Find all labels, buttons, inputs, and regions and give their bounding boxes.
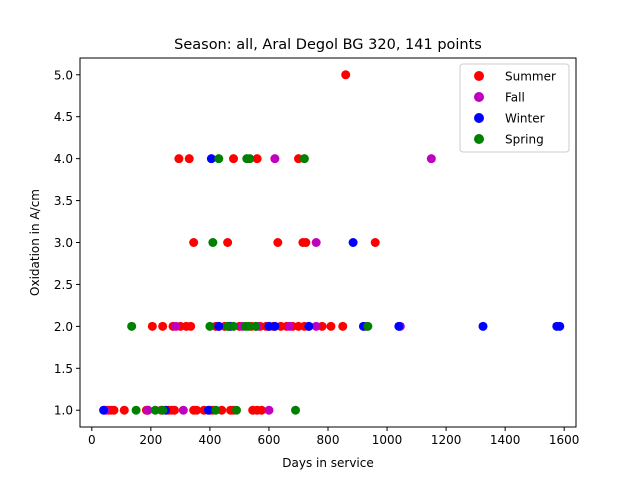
y-tick-label: 5.0 xyxy=(54,68,73,82)
y-axis-label: Oxidation in A/cm xyxy=(28,189,42,296)
point-winter-13 xyxy=(348,238,358,247)
point-spring-3 xyxy=(211,405,221,415)
x-tick-label: 400 xyxy=(198,433,221,447)
x-tick-label: 1400 xyxy=(490,433,521,447)
point-winter-3 xyxy=(214,321,224,331)
point-spring-0 xyxy=(131,405,141,415)
point-winter-7 xyxy=(304,321,314,331)
point-spring-1 xyxy=(150,405,160,415)
legend-label-fall: Fall xyxy=(505,91,525,105)
point-spring-4 xyxy=(231,405,241,415)
point-summer-54 xyxy=(252,154,262,164)
data-points xyxy=(99,70,565,415)
point-winter-12 xyxy=(555,321,565,331)
point-summer-26 xyxy=(186,321,196,331)
point-winter-14 xyxy=(206,154,216,164)
point-spring-12 xyxy=(251,321,261,331)
point-winter-9 xyxy=(394,321,404,331)
point-fall-3 xyxy=(264,405,274,415)
x-tick-label: 1200 xyxy=(431,433,462,447)
point-fall-9 xyxy=(285,321,295,331)
point-spring-14 xyxy=(208,238,218,247)
point-winter-10 xyxy=(478,321,488,331)
legend-label-winter: Winter xyxy=(505,112,545,126)
x-tick-label: 1000 xyxy=(372,433,403,447)
legend-marker-winter xyxy=(474,113,484,123)
point-summer-47 xyxy=(273,238,283,247)
point-winter-6 xyxy=(270,321,280,331)
y-tick-label: 3.0 xyxy=(54,236,73,250)
point-spring-11 xyxy=(243,321,253,331)
y-tick-label: 4.5 xyxy=(54,110,73,124)
x-axis-ticks: 0 200 400 600 800 1000 1200 1400 1600 xyxy=(88,427,579,447)
point-spring-17 xyxy=(245,154,255,164)
legend-marker-summer xyxy=(474,71,484,81)
point-summer-46 xyxy=(223,238,233,247)
point-fall-13 xyxy=(270,154,280,164)
point-fall-14 xyxy=(426,154,436,164)
legend-marker-spring xyxy=(474,134,484,144)
point-spring-9 xyxy=(229,321,239,331)
y-axis-ticks: 1.0 1.5 2.0 2.5 3.0 3.5 4.0 4.5 5.0 xyxy=(54,68,80,418)
x-tick-label: 200 xyxy=(139,433,162,447)
point-spring-18 xyxy=(299,154,309,164)
y-tick-label: 4.0 xyxy=(54,152,73,166)
x-tick-label: 800 xyxy=(317,433,340,447)
point-summer-42 xyxy=(326,321,336,331)
legend-entries: Summer Fall Winter Spring xyxy=(474,70,556,147)
point-spring-2 xyxy=(158,405,168,415)
point-fall-4 xyxy=(171,321,181,331)
legend-label-spring: Spring xyxy=(505,133,544,147)
legend-marker-fall xyxy=(474,92,484,102)
point-summer-11 xyxy=(192,405,202,415)
point-summer-53 xyxy=(229,154,239,164)
point-summer-2 xyxy=(109,405,119,415)
point-summer-52 xyxy=(184,154,194,164)
x-tick-label: 600 xyxy=(257,433,280,447)
point-spring-6 xyxy=(127,321,137,331)
point-summer-45 xyxy=(189,238,199,247)
point-fall-10 xyxy=(311,321,321,331)
chart-title: Season: all, Aral Degol BG 320, 141 poin… xyxy=(174,37,482,53)
point-fall-2 xyxy=(178,405,188,415)
point-summer-43 xyxy=(338,321,348,331)
point-fall-1 xyxy=(143,405,153,415)
point-summer-56 xyxy=(341,70,351,80)
point-summer-51 xyxy=(174,154,184,164)
point-summer-22 xyxy=(158,321,168,331)
point-summer-50 xyxy=(370,238,380,247)
legend: Summer Fall Winter Spring xyxy=(459,63,570,153)
legend-box xyxy=(459,63,570,153)
point-summer-3 xyxy=(119,405,129,415)
point-spring-5 xyxy=(291,405,301,415)
point-summer-21 xyxy=(147,321,157,331)
y-tick-label: 2.5 xyxy=(54,278,73,292)
y-tick-label: 1.0 xyxy=(54,404,73,418)
point-fall-12 xyxy=(311,238,321,247)
point-summer-49 xyxy=(301,238,311,247)
point-spring-15 xyxy=(214,154,224,164)
point-spring-7 xyxy=(205,321,215,331)
x-axis-label: Days in service xyxy=(282,456,374,470)
point-winter-2 xyxy=(203,405,213,415)
y-tick-label: 3.5 xyxy=(54,194,73,208)
x-tick-label: 1600 xyxy=(549,433,580,447)
point-summer-20 xyxy=(257,405,267,415)
y-tick-label: 2.0 xyxy=(54,320,73,334)
point-summer-9 xyxy=(169,405,179,415)
y-tick-label: 1.5 xyxy=(54,362,73,376)
legend-label-summer: Summer xyxy=(505,70,556,84)
point-spring-13 xyxy=(363,321,373,331)
point-winter-0 xyxy=(99,405,109,415)
x-tick-label: 0 xyxy=(88,433,96,447)
